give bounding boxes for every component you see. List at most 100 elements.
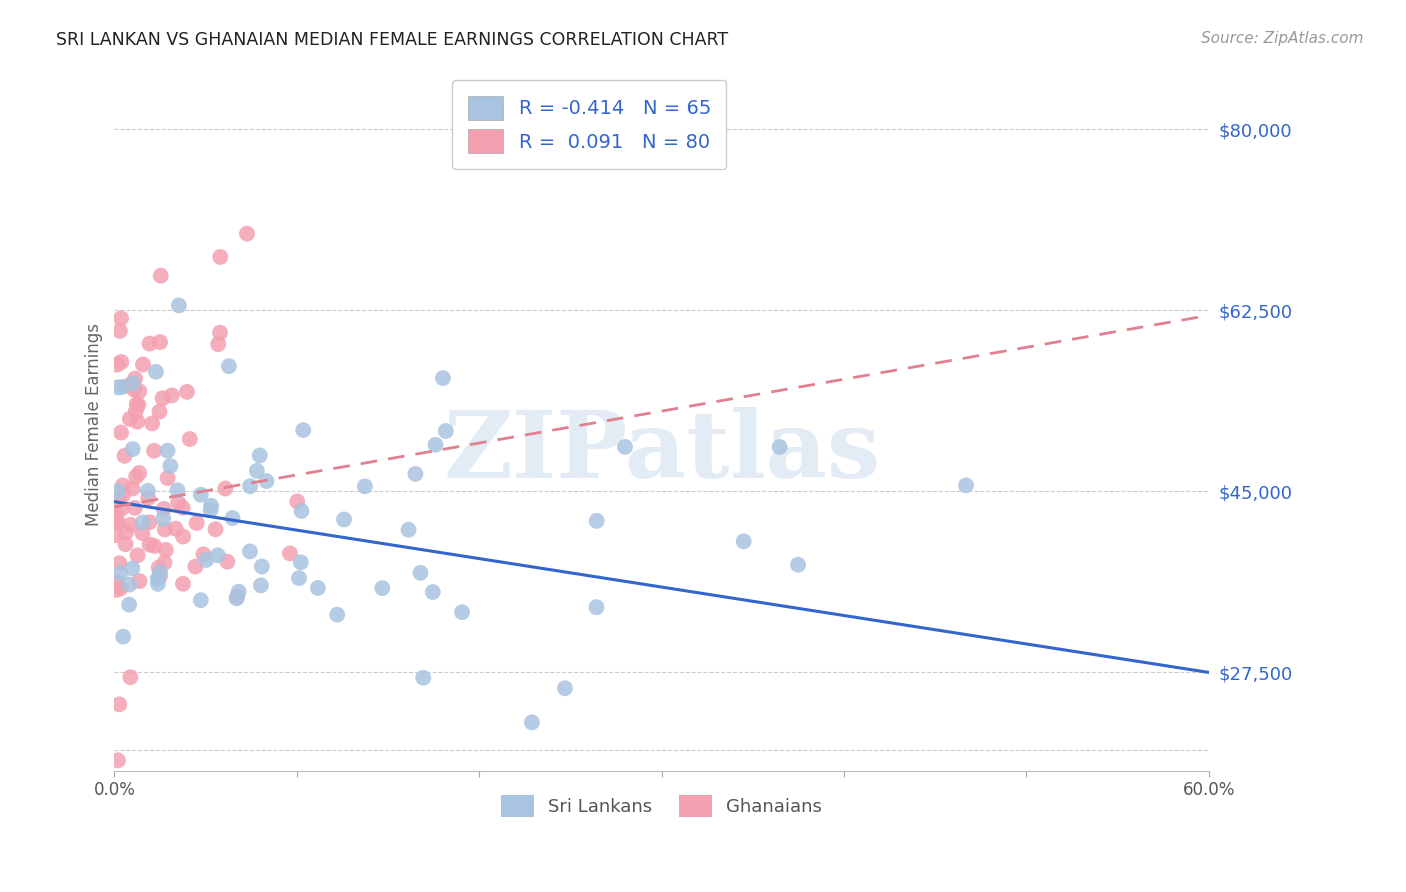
Point: [118, 598, 141, 612]
Point: [152, 502, 174, 516]
Point: [114, 449, 136, 463]
Point: [207, 337, 229, 351]
Point: [249, 449, 271, 463]
Point: [585, 514, 607, 528]
Point: [136, 491, 159, 505]
Point: [769, 440, 792, 454]
Point: [131, 526, 153, 541]
Point: [152, 512, 174, 526]
Legend: Sri Lankans, Ghanaians: Sri Lankans, Ghanaians: [494, 788, 830, 824]
Point: [111, 478, 134, 492]
Point: [409, 566, 432, 580]
Point: [218, 359, 240, 374]
Point: [122, 376, 145, 391]
Point: [278, 546, 301, 560]
Point: [186, 516, 208, 530]
Point: [121, 442, 143, 456]
Point: [128, 574, 150, 588]
Point: [138, 537, 160, 551]
Point: [172, 500, 194, 515]
Point: [190, 593, 212, 607]
Point: [398, 523, 420, 537]
Point: [128, 384, 150, 399]
Point: [156, 443, 179, 458]
Point: [307, 581, 329, 595]
Point: [124, 500, 146, 515]
Point: [239, 544, 262, 558]
Point: [146, 577, 169, 591]
Point: [434, 424, 457, 438]
Point: [285, 494, 308, 508]
Point: [105, 574, 128, 589]
Point: [167, 298, 190, 312]
Point: [105, 528, 128, 542]
Point: [124, 383, 146, 397]
Point: [127, 549, 149, 563]
Point: [125, 404, 148, 418]
Point: [193, 547, 215, 561]
Point: [127, 415, 149, 429]
Point: [412, 671, 434, 685]
Point: [111, 488, 134, 502]
Point: [451, 605, 474, 619]
Point: [425, 438, 447, 452]
Point: [108, 698, 131, 712]
Point: [288, 571, 311, 585]
Point: [118, 577, 141, 591]
Point: [127, 398, 149, 412]
Point: [115, 525, 138, 540]
Point: [221, 511, 243, 525]
Point: [176, 384, 198, 399]
Point: [250, 559, 273, 574]
Point: [111, 380, 134, 394]
Point: [156, 471, 179, 485]
Y-axis label: Median Female Earnings: Median Female Earnings: [86, 323, 103, 525]
Point: [200, 503, 222, 517]
Point: [153, 556, 176, 570]
Point: [149, 566, 172, 580]
Point: [117, 378, 139, 392]
Point: [105, 358, 128, 372]
Point: [120, 517, 142, 532]
Point: [111, 501, 134, 516]
Point: [143, 443, 166, 458]
Point: [105, 515, 128, 529]
Point: [520, 715, 543, 730]
Point: [787, 558, 810, 572]
Text: ZIPatlas: ZIPatlas: [443, 407, 880, 497]
Point: [167, 495, 190, 509]
Point: [155, 543, 177, 558]
Point: [195, 553, 218, 567]
Point: [107, 380, 129, 394]
Point: [209, 326, 232, 340]
Point: [166, 483, 188, 498]
Point: [733, 534, 755, 549]
Point: [172, 530, 194, 544]
Point: [404, 467, 426, 481]
Point: [146, 571, 169, 585]
Point: [292, 423, 315, 437]
Point: [105, 582, 128, 597]
Point: [172, 576, 194, 591]
Point: [209, 250, 232, 264]
Point: [148, 560, 170, 574]
Point: [108, 324, 131, 338]
Point: [125, 397, 148, 411]
Point: [614, 440, 637, 454]
Point: [132, 516, 155, 530]
Point: [112, 630, 135, 644]
Point: [354, 479, 377, 493]
Point: [121, 561, 143, 575]
Point: [422, 585, 444, 599]
Point: [114, 537, 136, 551]
Point: [107, 753, 129, 767]
Point: [256, 474, 278, 488]
Point: [217, 555, 239, 569]
Point: [153, 523, 176, 537]
Point: [141, 417, 163, 431]
Point: [246, 464, 269, 478]
Point: [136, 483, 159, 498]
Point: [148, 404, 170, 418]
Point: [228, 584, 250, 599]
Point: [432, 371, 454, 385]
